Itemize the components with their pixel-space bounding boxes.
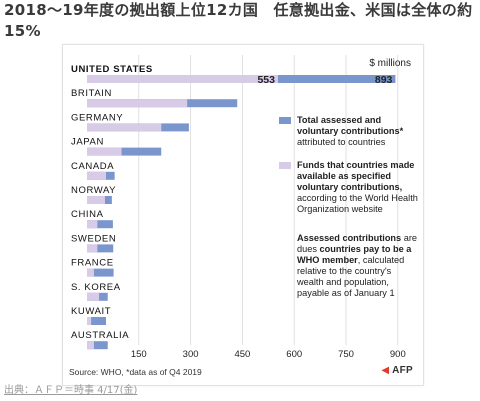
legend-funds-bold: Funds that countries made available as s… [297, 160, 415, 192]
category-label: BRITAIN [71, 88, 112, 99]
legend-note: Assessed contributions are dues countrie… [279, 233, 419, 299]
page-title: 2018～19年度の拠出額上位12カ国 任意拠出金、米国は全体の約15% [4, 1, 473, 40]
category-label: NORWAY [71, 185, 116, 196]
legend-total-bold: Total assessed and voluntary contributio… [297, 115, 404, 136]
bar-total [87, 244, 114, 253]
bar-voluntary [87, 123, 162, 132]
bar-voluntary [87, 147, 122, 156]
bar-voluntary [87, 99, 188, 108]
category-label: KUWAIT [71, 306, 111, 317]
bar-voluntary [87, 171, 106, 180]
unit-label: $ millions [369, 58, 411, 69]
legend-swatch-total [279, 117, 291, 124]
bar-voluntary [87, 244, 98, 253]
bar-voluntary [87, 220, 98, 229]
bar-voluntary [87, 341, 94, 350]
data-label-total: 893 [375, 74, 393, 86]
category-label: UNITED STATES [71, 64, 153, 75]
bar-total [87, 341, 108, 350]
bar-total [87, 317, 106, 325]
x-tick-label: 450 [234, 349, 250, 360]
note-mid-1: are dues [297, 233, 417, 254]
legend-funds-rest: according to the World Health Organizati… [297, 193, 418, 214]
data-label-voluntary: 553 [257, 74, 275, 86]
x-tick-label: 900 [390, 349, 406, 360]
chart-legend: Total assessed and voluntary contributio… [279, 115, 419, 299]
afp-logo-text: AFP [392, 365, 413, 376]
source-line: Source: WHO, *data as of Q4 2019 [69, 367, 202, 377]
note-bold-2: countries pay to be a WHO member [297, 244, 412, 265]
x-tick-label: 150 [131, 349, 147, 360]
note-rest: , calculated relative to the country's w… [297, 255, 405, 298]
x-tick-label: 600 [286, 349, 302, 360]
chart-card: $ millions UNITED STATES BRITAIN GERMANY JAP… [62, 44, 424, 386]
legend-item-total: Total assessed and voluntary contributio… [279, 115, 419, 148]
category-label: JAPAN [71, 137, 104, 148]
category-label: FRANCE [71, 258, 114, 269]
credit-link[interactable]: 出典：ＡＦＰ＝時事 4/17(金) [4, 385, 138, 396]
x-tick-label: 300 [183, 349, 199, 360]
bar-voluntary [87, 75, 278, 83]
bar-voluntary [87, 292, 100, 301]
bar-total [87, 268, 114, 277]
bar-chart: $ millions UNITED STATES BRITAIN GERMANY JAP… [71, 55, 411, 360]
bar-voluntary [87, 268, 94, 277]
legend-swatch-funds [279, 162, 291, 169]
category-label: CHINA [71, 209, 104, 220]
category-label: AUSTRALIA [71, 330, 129, 341]
category-label: SWEDEN [71, 233, 116, 244]
bar-voluntary [87, 196, 105, 204]
note-bold-1: Assessed contributions [297, 233, 402, 243]
legend-total-rest: attributed to countries [297, 137, 386, 147]
bar-total [87, 147, 162, 156]
afp-arrow-icon: ◀ [381, 365, 390, 376]
category-label: S. KOREA [71, 282, 121, 293]
bar-total [87, 220, 113, 229]
bar-voluntary [87, 317, 92, 325]
afp-logo: ◀ AFP [381, 365, 413, 376]
category-label: CANADA [71, 161, 114, 172]
x-tick-label: 750 [338, 349, 354, 360]
legend-item-funds: Funds that countries made available as s… [279, 160, 419, 215]
category-label: GERMANY [71, 112, 123, 123]
